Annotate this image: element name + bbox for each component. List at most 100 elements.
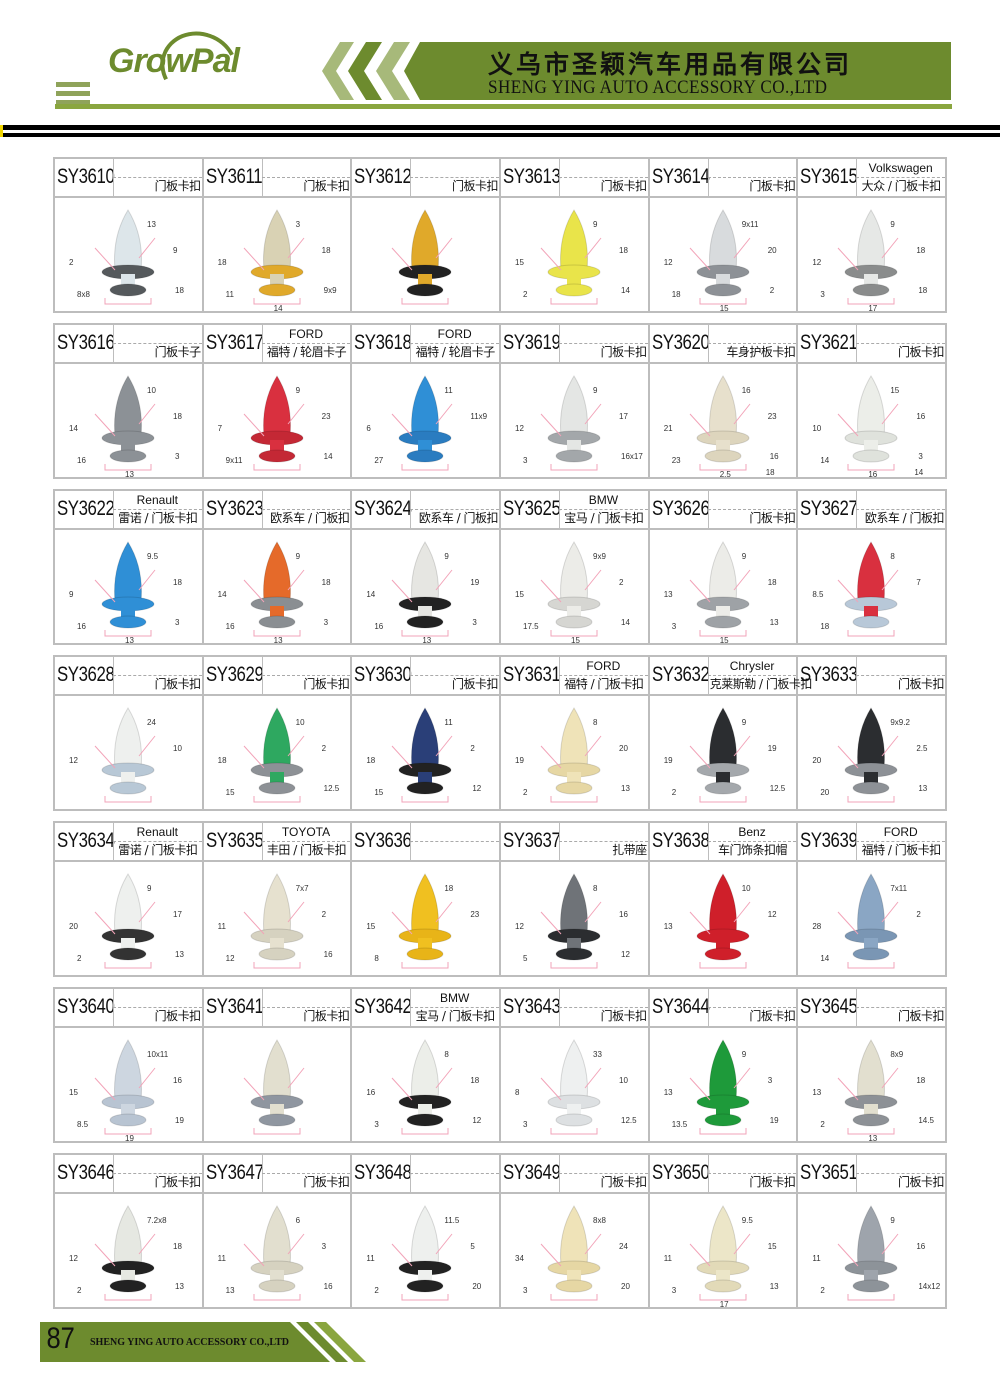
product-code: SY3617	[205, 331, 264, 354]
product-code: SY3638	[651, 829, 710, 852]
clip-base	[555, 1279, 593, 1293]
product-description: 门板卡扣	[600, 179, 648, 193]
dimension-label: 18	[767, 578, 777, 587]
clip-illustration	[94, 707, 156, 803]
clip-illustration	[94, 209, 156, 305]
clip-head	[560, 375, 588, 437]
product-header: SY3613 门板卡扣	[501, 159, 648, 198]
dimension-label: 13	[175, 1282, 184, 1291]
clip-base	[109, 283, 147, 297]
dimension-label: 16	[323, 950, 333, 959]
dimension-label: 17	[719, 1300, 729, 1309]
dimension-label: 8x8	[77, 290, 90, 299]
product-description: 雷诺 / 门板卡扣	[118, 511, 198, 525]
product-brand: Chrysler	[729, 659, 775, 673]
product-code: SY3643	[503, 995, 561, 1018]
clip-illustration	[391, 375, 453, 471]
dimension-label: 15	[374, 788, 384, 797]
dimension-lines	[540, 735, 602, 803]
clip-head	[411, 375, 440, 437]
product-header: SY3637 扎带座	[501, 823, 648, 862]
product-header: SY3618 FORD 福特 / 轮眉卡子	[352, 325, 500, 364]
product-header: SY3623 欧系车 / 门板扣	[203, 491, 351, 530]
product-card: SY3651 门板卡扣 11 9 16 2 14x12	[798, 1155, 946, 1307]
product-row: SY3616 门板卡子 14 10 18 16 3 13 SY3617 FORD 福特 / 轮眉卡子…	[53, 323, 947, 479]
clip-base	[109, 449, 147, 463]
dimension-label: 2	[523, 290, 528, 299]
product-image: 15 9 18 2 14	[501, 198, 648, 311]
dimension-lines	[540, 403, 602, 471]
dashed-line	[113, 675, 202, 676]
clip-illustration	[689, 209, 751, 305]
product-code: SY3632	[651, 663, 710, 686]
dimension-label: 13	[769, 1282, 779, 1291]
clip-base	[406, 283, 444, 297]
dimension-label: 8.5	[77, 1120, 89, 1129]
product-description: 门板卡扣	[749, 1009, 796, 1023]
dimension-label: 3	[323, 618, 329, 627]
product-card: SY3649 门板卡扣 34 8x8 24 3 20	[501, 1155, 650, 1307]
dimension-label: 18	[217, 756, 227, 765]
product-header: SY3612 门板卡扣	[352, 159, 500, 198]
dashed-line	[707, 509, 797, 510]
dimension-label: 3	[523, 1120, 528, 1129]
dimension-label: 14	[69, 424, 78, 433]
clip-base	[258, 781, 296, 795]
product-header: SY3642 BMW 宝马 / 门板卡扣	[352, 989, 500, 1028]
clip-illustration	[837, 209, 899, 305]
dimension-label: 12	[69, 1254, 78, 1263]
dimension-label: 16	[77, 622, 86, 631]
dimension-label: 9	[147, 884, 152, 893]
product-header: SY3611 门板卡扣	[203, 159, 351, 198]
clip-illustration	[94, 541, 156, 637]
dimension-label: 16	[77, 456, 86, 465]
dimension-label: 19	[769, 1116, 779, 1125]
dimension-lines	[689, 569, 751, 637]
product-header: SY3632 Chrysler 克莱斯勒 / 门板卡扣	[649, 657, 812, 696]
dimension-label: 9	[741, 552, 747, 561]
dashed-line	[559, 1173, 648, 1174]
dimension-label: 9x11	[741, 220, 759, 229]
dimension-label: 2	[470, 744, 475, 753]
dimension-label: 20	[619, 744, 628, 753]
clip-head	[560, 1039, 588, 1101]
product-image: 12 8 16 5 12	[501, 862, 648, 975]
product-header: SY3635 TOYOTA 丰田 / 门板卡扣	[203, 823, 351, 862]
clip-base	[852, 615, 890, 629]
clip-head	[262, 209, 291, 271]
product-code: SY3644	[651, 995, 710, 1018]
product-code: SY3648	[354, 1161, 412, 1184]
clip-illustration	[540, 541, 602, 637]
product-image: 11 11.5 5 2 20	[352, 1194, 499, 1307]
product-description: 福特 / 门板卡扣	[861, 843, 942, 857]
dimension-label: 16	[868, 470, 878, 479]
dimension-label: 16	[916, 1242, 926, 1251]
product-description: 福特 / 轮眉卡子	[266, 345, 347, 359]
product-image: 14 9 19 16 3 13	[352, 530, 499, 645]
dimension-label: 12	[663, 258, 673, 267]
product-card: SY3637 扎带座 12 8 16 5 12	[501, 823, 650, 975]
dimension-label: 10	[619, 1076, 628, 1085]
product-card: SY3643 门板卡扣 8 33 10 3 12.5	[501, 989, 650, 1141]
dimension-label: 34	[515, 1254, 524, 1263]
dimension-label: 9x11	[225, 456, 243, 465]
dimension-label: 10	[173, 744, 182, 753]
product-card: SY3647 门板卡扣 11 6 3 13 16	[203, 1155, 353, 1307]
dimension-label: 14	[217, 590, 227, 599]
dimension-label: 24	[147, 718, 156, 727]
clip-head	[262, 1205, 291, 1267]
product-card: SY3627 欧系车 / 门板扣 8.5 8 7 18	[798, 491, 946, 643]
dimension-label: 9	[295, 552, 301, 561]
product-card: SY3648 11 11.5 5 2 20	[352, 1155, 502, 1307]
dimension-label: 14	[323, 452, 333, 461]
dimension-lines	[689, 403, 751, 471]
product-image: 12 9 18 3 18 17	[798, 198, 945, 313]
dimension-label: 9	[890, 220, 895, 229]
dashed-line	[410, 343, 500, 344]
product-brand: TOYOTA	[281, 825, 331, 839]
clip-base	[852, 283, 890, 297]
clip-base	[406, 1113, 444, 1127]
clip-base	[258, 1113, 296, 1127]
dimension-label: 11	[225, 290, 234, 299]
dimension-label: 3	[295, 220, 301, 229]
